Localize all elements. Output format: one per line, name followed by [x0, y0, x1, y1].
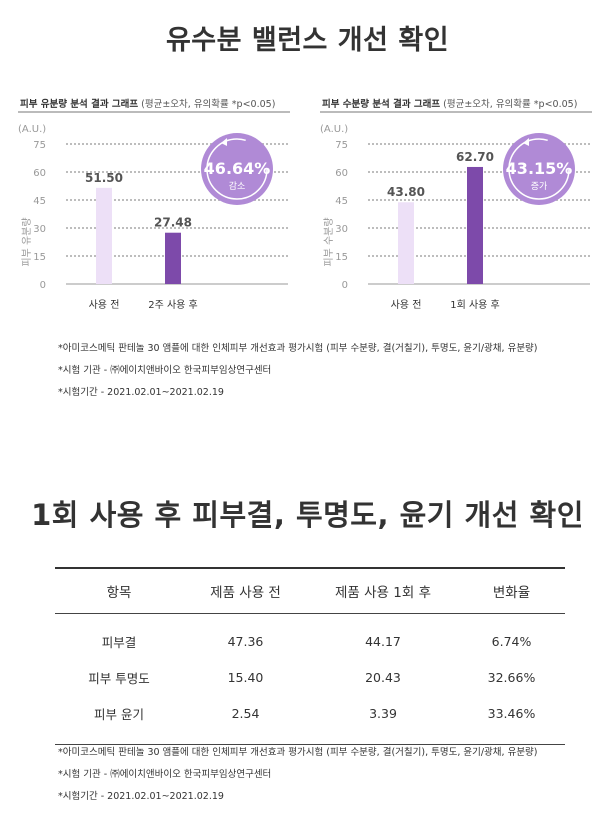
note-line: *아미코스메틱 판테놀 30 앰플에 대한 인체피부 개선효과 평가시험 (피부… — [58, 343, 538, 354]
unit-label: (A.U.) — [320, 124, 348, 135]
y-tick-label: 45 — [33, 196, 46, 207]
moisture-chart-header: 피부 수분량 분석 결과 그래프 (평균±오차, 유의확률 *p<0.05) — [322, 96, 577, 110]
table-row: 피부결 47.36 44.17 6.74% — [55, 614, 565, 660]
y-tick-label: 60 — [33, 168, 46, 179]
table-header-cell: 제품 사용 전 — [183, 567, 308, 614]
table-cell: 2.54 — [183, 695, 308, 745]
note-line: *시험 기관 - ㈜에이치앤바이오 한국피부임상연구센터 — [58, 365, 272, 376]
badge-value: 43.15% — [506, 159, 573, 178]
table-cell: 피부 투명도 — [88, 670, 150, 686]
table-cell: 15.40 — [227, 669, 264, 685]
badge-circle — [201, 133, 273, 205]
y-tick-label: 15 — [335, 252, 348, 263]
y-tick-label: 30 — [335, 224, 348, 235]
y-axis-label: 피부 유분량 — [21, 217, 33, 266]
oil-chart: 0 15 30 45 60 75 51.50 사용 전 27.48 2주 사용 후 (A.U.)… — [18, 96, 290, 316]
badge-label: 증가 — [531, 181, 548, 192]
x-tick-label: 사용 전 — [391, 299, 422, 311]
note-line: *아미코스메틱 판테놀 30 앰플에 대한 인체피부 개선효과 평가시험 (피부… — [58, 747, 538, 758]
badge-arrow-icon — [523, 138, 529, 146]
unit-label: (A.U.) — [18, 124, 46, 135]
bar — [398, 202, 414, 284]
badge-circle — [503, 133, 575, 205]
section1-title: 유수분 밸런스 개선 확인 — [165, 25, 450, 56]
table-header-cell: 항목 — [55, 567, 183, 614]
table-header-cell: 제품 사용 1회 후 — [308, 567, 458, 614]
comparison-table: 항목 제품 사용 전 제품 사용 1회 후 변화율 피부결 47.36 44.1… — [55, 567, 565, 745]
chart-subtitle: (평균±오차, 유의확률 *p<0.05) — [443, 99, 578, 110]
table-cell: 44.17 — [365, 633, 401, 649]
bar-value-label: 43.80 — [387, 185, 425, 199]
bar — [467, 166, 483, 284]
table-cell: 47.36 — [227, 633, 264, 649]
x-tick-label: 1회 사용 후 — [450, 299, 500, 311]
y-tick-label: 15 — [33, 252, 46, 263]
notes-section1: *아미코스메틱 판테놀 30 앰플에 대한 인체피부 개선효과 평가시험 (피부… — [58, 338, 538, 404]
note-line: *시험기간 - 2021.02.01~2021.02.19 — [58, 791, 224, 802]
table-cell: 6.74% — [491, 633, 532, 649]
bar-value-label: 62.70 — [456, 150, 494, 164]
y-tick-label: 0 — [342, 280, 348, 291]
x-tick-label: 2주 사용 후 — [148, 299, 198, 311]
chart-subtitle: (평균±오차, 유의확률 *p<0.05) — [141, 99, 276, 110]
bar-value-label: 27.48 — [154, 216, 192, 230]
badge-ring — [206, 138, 268, 200]
table-cell: 피부결 — [101, 634, 137, 650]
section2-title: 1회 사용 후 피부결, 투명도, 윤기 개선 확인 — [31, 498, 584, 532]
badge-arrow-icon — [221, 138, 227, 146]
table-cell: 33.46% — [458, 695, 565, 745]
notes-section2: *아미코스메틱 판테놀 30 앰플에 대한 인체피부 개선효과 평가시험 (피부… — [58, 742, 538, 808]
note-line: *시험 기관 - ㈜에이치앤바이오 한국피부임상연구센터 — [58, 769, 272, 780]
table-cell: 32.66% — [487, 669, 536, 685]
table-row: 피부 투명도 15.40 20.43 32.66% — [55, 659, 565, 695]
table-row: 피부 윤기 2.54 3.39 33.46% — [55, 695, 565, 745]
table-header-row: 항목 제품 사용 전 제품 사용 1회 후 변화율 — [55, 567, 565, 614]
oil-chart-svg: 0 15 30 45 60 75 51.50 사용 전 27.48 2주 사용 후 (A.U.)… — [18, 111, 290, 311]
table-cell: 피부 윤기 — [55, 695, 183, 745]
badge-label: 감소 — [229, 180, 246, 192]
moisture-chart-svg: 0 15 30 45 60 75 43.80 사용 전 62.70 1회 사용 후 (A.U.)… — [320, 111, 592, 311]
y-tick-label: 75 — [33, 140, 46, 151]
table-cell: 20.43 — [365, 669, 401, 685]
moisture-chart: 0 15 30 45 60 75 43.80 사용 전 62.70 1회 사용 후 (A.U.)… — [320, 96, 592, 316]
y-tick-label: 60 — [335, 168, 348, 179]
oil-chart-header: 피부 유분량 분석 결과 그래프 (평균±오차, 유의확률 *p<0.05) — [20, 96, 275, 110]
bar — [165, 232, 181, 284]
badge-ring — [508, 138, 570, 200]
chart-title: 피부 수분량 분석 결과 그래프 — [322, 99, 441, 110]
y-axis-label: 피부 수분량 — [323, 217, 335, 266]
x-tick-label: 사용 전 — [89, 299, 120, 311]
chart-title: 피부 유분량 분석 결과 그래프 — [20, 99, 139, 110]
y-tick-label: 30 — [33, 224, 46, 235]
bar — [96, 187, 112, 284]
table-cell: 3.39 — [308, 695, 458, 745]
note-line: *시험기간 - 2021.02.01~2021.02.19 — [58, 387, 224, 398]
y-tick-label: 75 — [335, 140, 348, 151]
badge-value: 46.64% — [204, 159, 271, 178]
bar-value-label: 51.50 — [85, 171, 123, 185]
table-header-cell: 변화율 — [458, 567, 565, 614]
y-tick-label: 0 — [40, 280, 46, 291]
y-tick-label: 45 — [335, 196, 348, 207]
